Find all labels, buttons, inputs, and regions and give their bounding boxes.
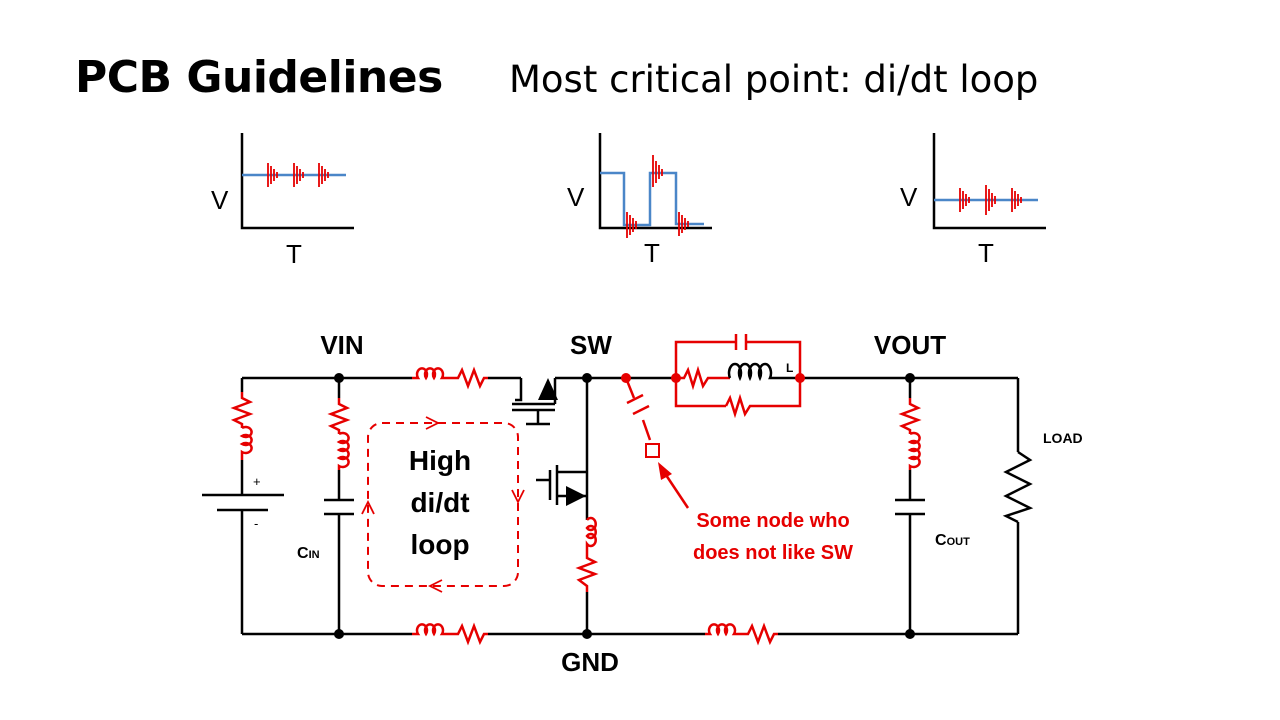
ls-source-parasitic-inductor bbox=[585, 516, 597, 552]
annotation-arrowhead bbox=[658, 462, 672, 480]
inductor-box-top-right bbox=[746, 340, 802, 378]
loop-direction-arrows bbox=[361, 416, 525, 593]
cout-label: COUT bbox=[935, 532, 970, 549]
cout-capacitor bbox=[895, 498, 925, 516]
inductor-parasitic-resistor bbox=[724, 393, 752, 419]
waveform-3-t-label: T bbox=[978, 238, 994, 268]
loop-label-line-2: di/dt bbox=[410, 487, 469, 518]
waveform-1-axes bbox=[240, 133, 354, 230]
page-subtitle: Most critical point: di/dt loop bbox=[509, 58, 1039, 101]
node-label-vout: VOUT bbox=[874, 330, 946, 360]
annotation-line-2: does not like SW bbox=[693, 542, 853, 564]
waveform-2-axes bbox=[598, 133, 712, 230]
cin-capacitor bbox=[324, 498, 354, 516]
waveform-3: V T bbox=[900, 133, 1046, 268]
cout-parasitic-resistor bbox=[898, 398, 922, 434]
waveform-1-ringing bbox=[267, 163, 329, 187]
inductor-box-top-left bbox=[674, 340, 736, 378]
gnd-trace-right-parasitic-resistor bbox=[742, 622, 778, 646]
battery-parasitic-inductor bbox=[239, 425, 253, 460]
node-label-sw: SW bbox=[570, 330, 612, 360]
inductor-box-bottom-right bbox=[752, 378, 802, 408]
low-side-mosfet-arrow bbox=[566, 486, 586, 506]
battery-plus-label: + bbox=[253, 474, 261, 489]
waveform-3-v-label: V bbox=[900, 182, 918, 212]
waveform-3-axes bbox=[932, 133, 1046, 230]
waveform-2-ringing bbox=[626, 155, 689, 238]
cin-parasitic-resistor bbox=[327, 398, 351, 434]
junction-dots bbox=[334, 373, 915, 639]
parasitic-elements bbox=[230, 340, 922, 646]
victim-node-square bbox=[645, 443, 660, 458]
waveform-2-signal bbox=[600, 171, 704, 227]
cin-parasitic-inductor bbox=[336, 431, 350, 470]
loop-label-line-1: High bbox=[409, 445, 471, 476]
waveform-2-t-label: T bbox=[644, 238, 660, 268]
waveform-1-t-label: T bbox=[286, 239, 302, 269]
high-side-mosfet-arrow bbox=[538, 378, 558, 400]
main-inductor bbox=[727, 362, 800, 382]
cin-label: CIN bbox=[297, 545, 320, 562]
coupling-wire-bottom bbox=[641, 419, 652, 441]
battery-parasitic-resistor bbox=[230, 392, 254, 428]
inductor-box-bottom-left bbox=[674, 378, 726, 408]
loop-label-line-3: loop bbox=[410, 529, 469, 560]
high-side-mosfet bbox=[512, 378, 557, 426]
circuit-wires bbox=[240, 376, 1020, 636]
annotation-line-1: Some node who bbox=[696, 510, 849, 532]
node-label-gnd: GND bbox=[561, 647, 619, 677]
input-battery bbox=[202, 493, 284, 512]
gnd-trace-left-parasitic-inductor bbox=[412, 623, 452, 637]
battery-minus-label: - bbox=[254, 516, 258, 531]
vin-trace-parasitic-inductor bbox=[412, 367, 452, 381]
annotation-arrow bbox=[662, 471, 690, 509]
inductor-esr bbox=[676, 365, 730, 391]
page-title: PCB Guidelines bbox=[75, 52, 443, 103]
waveform-1: V T bbox=[211, 133, 354, 269]
high-didt-loop-boundary bbox=[367, 422, 519, 587]
waveform-3-ringing bbox=[959, 185, 1022, 215]
inductor-label: L bbox=[786, 361, 793, 375]
ls-source-parasitic-resistor bbox=[575, 552, 599, 592]
cout-parasitic-inductor bbox=[907, 431, 921, 470]
waveform-2: V T bbox=[567, 133, 712, 268]
load-label: LOAD bbox=[1043, 430, 1083, 446]
inductor-parasitic-capacitor bbox=[734, 334, 748, 350]
coupling-capacitor bbox=[626, 393, 650, 416]
parasitic-junction-dots bbox=[621, 373, 805, 383]
gnd-trace-right-parasitic-inductor bbox=[705, 623, 742, 637]
waveform-2-v-label: V bbox=[567, 182, 585, 212]
gnd-trace-left-parasitic-resistor bbox=[452, 622, 488, 646]
waveform-1-v-label: V bbox=[211, 185, 229, 215]
node-label-vin: VIN bbox=[320, 330, 363, 360]
vin-trace-parasitic-resistor bbox=[452, 366, 488, 390]
load-resistor bbox=[1002, 450, 1034, 524]
